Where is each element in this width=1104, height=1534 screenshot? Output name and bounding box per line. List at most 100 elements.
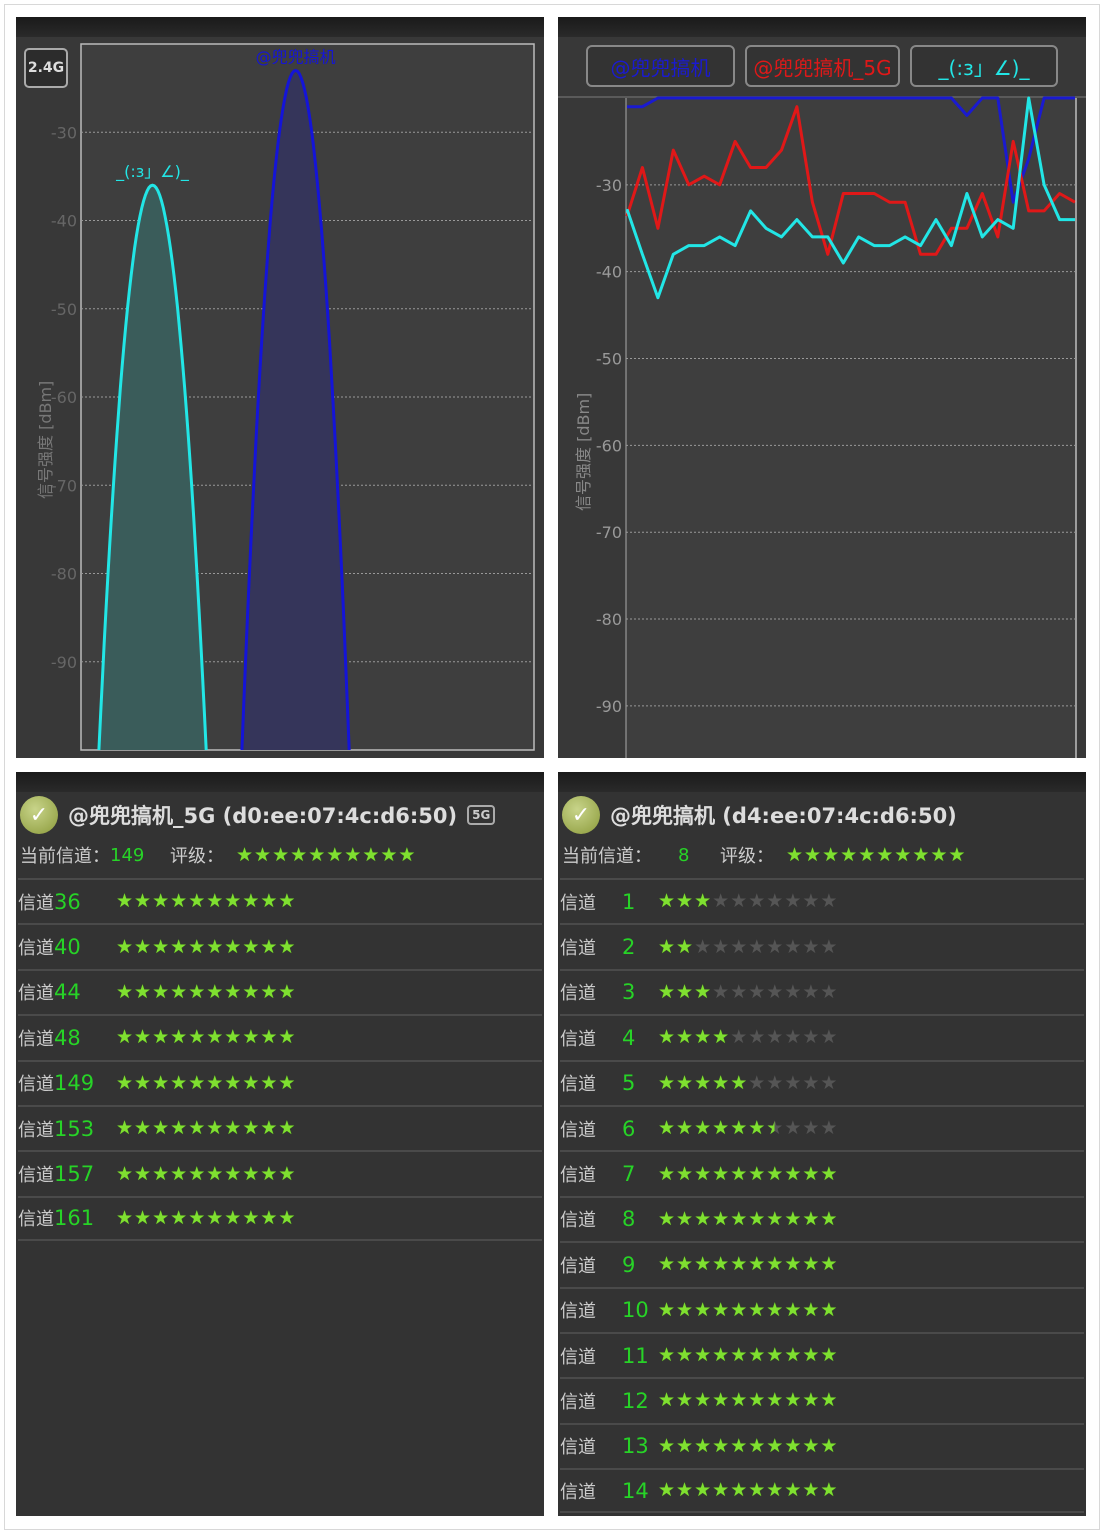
channel-rating-24g-screen: ✓ @兜兜搞机 (d4:ee:07:4c:d6:50) 当前信道： 8 评级： …	[558, 772, 1086, 1516]
star-icon: ★	[676, 1026, 694, 1049]
network-filter-button[interactable]: @兜兜搞机_5G	[745, 45, 900, 87]
network-filter-button[interactable]: _(:з」∠)_	[910, 45, 1058, 87]
star-icon: ★	[224, 1071, 242, 1094]
y-tick-label: -90	[51, 653, 77, 672]
y-tick-label: -90	[596, 697, 622, 716]
channel-number: 157	[54, 1162, 95, 1187]
star-icon: ★	[820, 1479, 838, 1502]
history-chart: -30 -40 -50 -60 -70 -80 -90	[558, 96, 1086, 758]
signal-history-screen: @兜兜搞机 @兜兜搞机_5G _(:з」∠)_ -30 -40 -50 -60 -70-…	[558, 17, 1086, 758]
star-icon: ★	[188, 1117, 206, 1140]
star-icon: ★	[820, 1162, 838, 1185]
star-icon: ★	[152, 1117, 170, 1140]
star-icon: ★	[242, 980, 260, 1003]
star-icon: ★	[820, 935, 838, 958]
star-icon: ★	[802, 935, 820, 958]
star-icon: ★	[766, 890, 784, 913]
star-icon: ★	[242, 1206, 260, 1229]
channel-label: 信道	[18, 1028, 54, 1050]
channel-label: 信道	[560, 938, 596, 960]
channel-label: 信道	[18, 938, 54, 960]
rating-stars: ★ ★ ★ ★ ★ ★ ★ ★ ★ ★	[658, 1028, 837, 1047]
star-icon: ★	[802, 1298, 820, 1321]
star-icon: ★	[694, 1479, 712, 1502]
star-icon: ★	[658, 980, 676, 1003]
channel-label: 信道	[18, 1074, 54, 1096]
y-tick-label: -30	[596, 176, 622, 195]
star-icon: ★	[694, 980, 712, 1003]
star-icon: ★	[224, 935, 242, 958]
star-icon: ★	[152, 1071, 170, 1094]
star-icon: ★	[766, 1026, 784, 1049]
star-icon: ★	[784, 1298, 802, 1321]
status-bar	[558, 17, 1086, 37]
star-icon: ★	[694, 1026, 712, 1049]
star-icon: ★	[784, 1026, 802, 1049]
star-icon: ★	[676, 980, 694, 1003]
status-bar	[16, 17, 544, 37]
rating-stars: ★ ★ ★ ★ ★ ★ ★ ★ ★ ★	[658, 935, 838, 958]
star-icon: ★	[730, 890, 748, 913]
spectrum-chart: -30 -40 -50 -60 -70 -80 -90 _(:з」∠)_ @兜兜搞机	[51, 43, 535, 751]
star-icon: ★	[930, 843, 948, 866]
star-icon: ★	[260, 1206, 278, 1229]
star-icon: ★	[658, 1162, 676, 1185]
channel-row: 信道 14 ★ ★ ★ ★ ★ ★ ★ ★ ★ ★	[560, 1468, 1084, 1514]
star-icon: ★	[242, 935, 260, 958]
star-icon: ★	[730, 1298, 748, 1321]
star-icon: ★	[694, 1117, 712, 1140]
star-icon: ★	[766, 935, 784, 958]
star-icon: ★	[206, 1206, 224, 1229]
star-icon: ★	[260, 1071, 278, 1094]
channel-label: 信道	[560, 1481, 596, 1503]
star-icon: ★	[224, 1206, 242, 1229]
star-icon: ★	[748, 1253, 766, 1276]
network-filter-button[interactable]: @兜兜搞机	[586, 45, 735, 87]
star-icon: ★	[766, 1389, 784, 1412]
status-bar	[558, 772, 1086, 792]
band-toggle-button[interactable]: 2.4G	[24, 48, 68, 88]
star-icon: ★	[694, 1071, 712, 1094]
star-icon: ★	[242, 1026, 260, 1049]
star-icon: ★	[272, 843, 290, 866]
star-icon: ★	[676, 1071, 694, 1094]
rating-stars: ★ ★ ★ ★ ★ ★ ★ ★ ★ ★	[116, 892, 295, 911]
channel-number: 13	[622, 1434, 649, 1459]
channel-row: 信道 1 ★ ★ ★ ★ ★ ★ ★ ★ ★ ★	[560, 878, 1084, 923]
signal-line	[625, 96, 1075, 300]
star-icon: ★	[766, 1434, 784, 1457]
star-icon: ★	[748, 1071, 766, 1094]
channel-label: 信道	[18, 1165, 54, 1187]
star-icon: ★	[712, 890, 730, 913]
channel-row: 信道 7 ★ ★ ★ ★ ★ ★ ★ ★ ★ ★	[560, 1150, 1084, 1195]
channel-spectrum-screen: -30 -40 -50 -60 -70 -80 -90 _(:з」∠)_ @兜兜搞机 2.4G …	[16, 17, 544, 758]
rating-stars: ★ ★ ★ ★ ★ ★ ★ ★ ★ ★	[116, 1028, 295, 1047]
channel-label: 信道	[18, 983, 54, 1005]
star-icon: ★	[748, 1026, 766, 1049]
channel-row: 信道 11 ★ ★ ★ ★ ★ ★ ★ ★ ★ ★	[560, 1331, 1084, 1377]
star-icon: ★	[712, 1298, 730, 1321]
channel-label: 信道	[560, 1119, 596, 1141]
star-icon: ★	[224, 1117, 242, 1140]
star-icon: ★	[658, 1434, 676, 1457]
y-tick-label: -70	[51, 476, 77, 495]
star-icon: ★	[748, 1298, 766, 1321]
star-icon: ★	[134, 1026, 152, 1049]
star-icon: ★	[260, 935, 278, 958]
channel-number: 40	[54, 935, 81, 960]
star-icon: ★	[188, 1206, 206, 1229]
rating-stars: ★ ★ ★ ★ ★ ★ ★ ★ ★ ★	[236, 843, 415, 866]
star-icon: ★	[134, 1071, 152, 1094]
rating-stars: ★ ★ ★ ★ ★ ★ ★ ★ ★ ★	[116, 1071, 295, 1094]
star-icon: ★	[748, 1344, 766, 1367]
star-icon: ★	[224, 1162, 242, 1185]
star-icon: ★	[170, 890, 188, 913]
star-icon: ★	[820, 1207, 838, 1230]
star-icon: ★	[766, 1207, 784, 1230]
channel-number: 1	[622, 889, 636, 914]
star-icon: ★	[188, 935, 206, 958]
star-icon: ★	[278, 980, 296, 1003]
star-icon: ★	[802, 1026, 820, 1049]
star-icon: ★	[694, 1298, 712, 1321]
star-icon: ★	[658, 1253, 676, 1276]
